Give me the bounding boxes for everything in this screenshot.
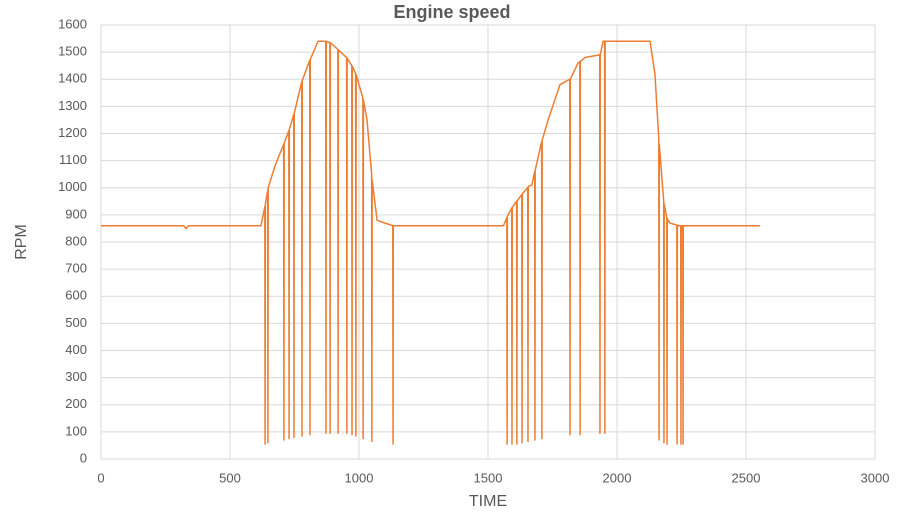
x-tick-label: 500 [219,470,241,485]
y-tick-label: 400 [65,342,87,357]
y-tick-label: 1600 [58,16,87,31]
y-tick-label: 100 [65,423,87,438]
y-tick-label: 500 [65,315,87,330]
y-tick-label: 1300 [58,98,87,113]
x-tick-label: 0 [97,470,104,485]
y-tick-label: 1200 [58,125,87,140]
x-tick-label: 3000 [861,470,890,485]
y-tick-label: 1000 [58,179,87,194]
y-tick-label: 1500 [58,44,87,59]
x-tick-label: 1000 [345,470,374,485]
y-tick-label: 700 [65,261,87,276]
y-tick-label: 300 [65,369,87,384]
y-tick-label: 1400 [58,71,87,86]
y-tick-label: 200 [65,396,87,411]
x-tick-label: 2000 [603,470,632,485]
chart-title: Engine speed [393,2,510,22]
y-axis-label: RPM [13,224,30,260]
line-series [101,40,760,445]
y-tick-label: 800 [65,233,87,248]
y-tick-label: 1100 [59,152,87,167]
y-tick-label: 0 [80,450,87,465]
x-tick-label: 2500 [732,470,761,485]
y-tick-label: 600 [65,288,87,303]
y-tick-label: 900 [65,206,87,221]
x-axis-label: TIME [469,493,507,510]
x-tick-label: 1500 [474,470,503,485]
